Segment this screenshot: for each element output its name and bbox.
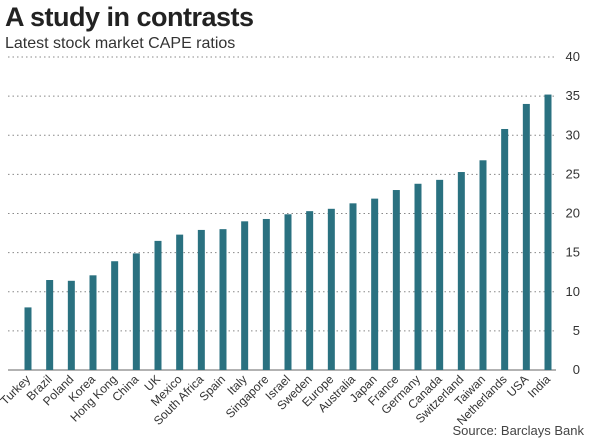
y-tick-label: 30 <box>566 127 580 142</box>
y-tick-label: 20 <box>566 206 580 221</box>
bar <box>327 208 335 370</box>
bar <box>414 183 422 370</box>
bar <box>132 253 140 370</box>
chart-subtitle: Latest stock market CAPE ratios <box>5 35 236 52</box>
bar <box>111 261 119 370</box>
bar <box>197 229 205 370</box>
chart-title: A study in contrasts <box>5 2 254 32</box>
bar <box>284 214 292 370</box>
y-tick-label: 0 <box>573 362 580 377</box>
y-tick-label: 10 <box>566 284 580 299</box>
category-label: USA <box>504 372 531 399</box>
y-tick-label: 25 <box>566 166 580 181</box>
bar <box>24 307 32 370</box>
bar <box>154 240 162 370</box>
bar <box>176 234 184 370</box>
y-tick-label: 35 <box>566 88 580 103</box>
bar <box>46 280 54 370</box>
bar <box>457 172 465 370</box>
y-tick-label: 5 <box>573 323 580 338</box>
y-tick-label: 40 <box>566 49 580 64</box>
bar <box>371 198 379 370</box>
bar <box>241 221 249 370</box>
bar <box>67 280 75 370</box>
bar <box>262 218 270 370</box>
bar <box>436 179 444 370</box>
bar <box>349 203 357 370</box>
bar <box>544 94 552 370</box>
bar <box>479 160 487 370</box>
bar <box>89 275 97 370</box>
y-tick-label: 15 <box>566 245 580 260</box>
bar <box>501 128 509 370</box>
y-axis-ticks: 0 5 10 15 20 25 30 35 40 <box>566 49 580 377</box>
bar <box>392 190 400 370</box>
bar <box>219 229 227 370</box>
source-note: Source: Barclays Bank <box>452 423 584 438</box>
bar <box>522 103 530 370</box>
category-label: India <box>525 372 554 401</box>
bars <box>24 94 552 370</box>
category-label: Singapore <box>223 372 272 421</box>
bar <box>306 211 314 370</box>
